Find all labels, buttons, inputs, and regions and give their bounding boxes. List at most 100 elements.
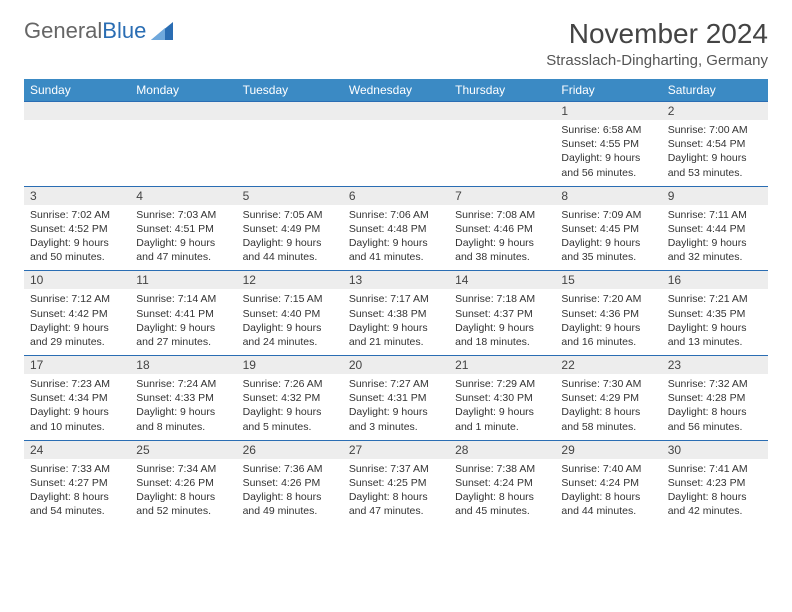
title-block: November 2024 Strasslach-Dingharting, Ge… (546, 18, 768, 69)
daylight-text: Daylight: 8 hours and 49 minutes. (243, 490, 337, 518)
sunrise-text: Sunrise: 7:37 AM (349, 462, 443, 476)
col-saturday: Saturday (662, 79, 768, 102)
sunset-text: Sunset: 4:45 PM (561, 222, 655, 236)
sunset-text: Sunset: 4:46 PM (455, 222, 549, 236)
day-number-cell: 17 (24, 356, 130, 375)
daynum-row: 10111213141516 (24, 271, 768, 290)
sunset-text: Sunset: 4:23 PM (668, 476, 762, 490)
sunset-text: Sunset: 4:40 PM (243, 307, 337, 321)
day-detail-cell: Sunrise: 7:15 AMSunset: 4:40 PMDaylight:… (237, 289, 343, 355)
sunrise-text: Sunrise: 7:11 AM (668, 208, 762, 222)
day-detail-cell: Sunrise: 6:58 AMSunset: 4:55 PMDaylight:… (555, 120, 661, 186)
sunrise-text: Sunrise: 7:02 AM (30, 208, 124, 222)
daylight-text: Daylight: 9 hours and 18 minutes. (455, 321, 549, 349)
day-number-cell: 15 (555, 271, 661, 290)
daylight-text: Daylight: 9 hours and 24 minutes. (243, 321, 337, 349)
sunrise-text: Sunrise: 6:58 AM (561, 123, 655, 137)
daylight-text: Daylight: 8 hours and 47 minutes. (349, 490, 443, 518)
day-detail-cell (24, 120, 130, 186)
daylight-text: Daylight: 9 hours and 32 minutes. (668, 236, 762, 264)
sunset-text: Sunset: 4:27 PM (30, 476, 124, 490)
day-number-cell: 26 (237, 440, 343, 459)
day-number-cell: 11 (130, 271, 236, 290)
logo-text: GeneralBlue (24, 18, 146, 44)
sunset-text: Sunset: 4:54 PM (668, 137, 762, 151)
day-number-cell: 6 (343, 186, 449, 205)
day-detail-cell: Sunrise: 7:21 AMSunset: 4:35 PMDaylight:… (662, 289, 768, 355)
col-monday: Monday (130, 79, 236, 102)
daylight-text: Daylight: 9 hours and 10 minutes. (30, 405, 124, 433)
day-number-cell: 18 (130, 356, 236, 375)
sunset-text: Sunset: 4:52 PM (30, 222, 124, 236)
day-number-cell: 9 (662, 186, 768, 205)
day-number-cell (237, 102, 343, 121)
sunset-text: Sunset: 4:34 PM (30, 391, 124, 405)
day-number-cell: 30 (662, 440, 768, 459)
sunset-text: Sunset: 4:32 PM (243, 391, 337, 405)
daylight-text: Daylight: 9 hours and 50 minutes. (30, 236, 124, 264)
day-detail-cell: Sunrise: 7:14 AMSunset: 4:41 PMDaylight:… (130, 289, 236, 355)
day-number-cell: 4 (130, 186, 236, 205)
day-detail-cell: Sunrise: 7:36 AMSunset: 4:26 PMDaylight:… (237, 459, 343, 525)
sunrise-text: Sunrise: 7:03 AM (136, 208, 230, 222)
daylight-text: Daylight: 9 hours and 53 minutes. (668, 151, 762, 179)
daylight-text: Daylight: 9 hours and 56 minutes. (561, 151, 655, 179)
daylight-text: Daylight: 9 hours and 47 minutes. (136, 236, 230, 264)
col-wednesday: Wednesday (343, 79, 449, 102)
sunrise-text: Sunrise: 7:17 AM (349, 292, 443, 306)
sunset-text: Sunset: 4:37 PM (455, 307, 549, 321)
day-detail-cell: Sunrise: 7:08 AMSunset: 4:46 PMDaylight:… (449, 205, 555, 271)
sunset-text: Sunset: 4:51 PM (136, 222, 230, 236)
daynum-row: 12 (24, 102, 768, 121)
detail-row: Sunrise: 7:33 AMSunset: 4:27 PMDaylight:… (24, 459, 768, 525)
day-detail-cell: Sunrise: 7:30 AMSunset: 4:29 PMDaylight:… (555, 374, 661, 440)
day-number-cell: 14 (449, 271, 555, 290)
daylight-text: Daylight: 9 hours and 21 minutes. (349, 321, 443, 349)
day-number-cell: 7 (449, 186, 555, 205)
sunrise-text: Sunrise: 7:08 AM (455, 208, 549, 222)
sunset-text: Sunset: 4:36 PM (561, 307, 655, 321)
daynum-row: 24252627282930 (24, 440, 768, 459)
day-detail-cell: Sunrise: 7:03 AMSunset: 4:51 PMDaylight:… (130, 205, 236, 271)
sunrise-text: Sunrise: 7:14 AM (136, 292, 230, 306)
sunrise-text: Sunrise: 7:24 AM (136, 377, 230, 391)
sunset-text: Sunset: 4:24 PM (455, 476, 549, 490)
sunset-text: Sunset: 4:35 PM (668, 307, 762, 321)
sunrise-text: Sunrise: 7:34 AM (136, 462, 230, 476)
day-detail-cell: Sunrise: 7:17 AMSunset: 4:38 PMDaylight:… (343, 289, 449, 355)
sunrise-text: Sunrise: 7:00 AM (668, 123, 762, 137)
day-number-cell: 22 (555, 356, 661, 375)
daylight-text: Daylight: 9 hours and 41 minutes. (349, 236, 443, 264)
day-detail-cell (343, 120, 449, 186)
daylight-text: Daylight: 9 hours and 27 minutes. (136, 321, 230, 349)
day-number-cell: 21 (449, 356, 555, 375)
day-detail-cell: Sunrise: 7:11 AMSunset: 4:44 PMDaylight:… (662, 205, 768, 271)
daylight-text: Daylight: 8 hours and 58 minutes. (561, 405, 655, 433)
sunset-text: Sunset: 4:25 PM (349, 476, 443, 490)
day-number-cell: 16 (662, 271, 768, 290)
daylight-text: Daylight: 9 hours and 29 minutes. (30, 321, 124, 349)
day-detail-cell (237, 120, 343, 186)
sunset-text: Sunset: 4:55 PM (561, 137, 655, 151)
day-detail-cell (449, 120, 555, 186)
daylight-text: Daylight: 8 hours and 44 minutes. (561, 490, 655, 518)
sunrise-text: Sunrise: 7:32 AM (668, 377, 762, 391)
sunrise-text: Sunrise: 7:09 AM (561, 208, 655, 222)
sunset-text: Sunset: 4:28 PM (668, 391, 762, 405)
sunrise-text: Sunrise: 7:18 AM (455, 292, 549, 306)
day-number-cell: 13 (343, 271, 449, 290)
day-number-cell: 2 (662, 102, 768, 121)
day-number-cell: 20 (343, 356, 449, 375)
sunset-text: Sunset: 4:49 PM (243, 222, 337, 236)
sunrise-text: Sunrise: 7:26 AM (243, 377, 337, 391)
day-number-cell (343, 102, 449, 121)
day-number-cell (449, 102, 555, 121)
daylight-text: Daylight: 9 hours and 35 minutes. (561, 236, 655, 264)
day-detail-cell: Sunrise: 7:29 AMSunset: 4:30 PMDaylight:… (449, 374, 555, 440)
day-detail-cell: Sunrise: 7:26 AMSunset: 4:32 PMDaylight:… (237, 374, 343, 440)
sunrise-text: Sunrise: 7:36 AM (243, 462, 337, 476)
sunrise-text: Sunrise: 7:27 AM (349, 377, 443, 391)
day-number-cell: 25 (130, 440, 236, 459)
sunset-text: Sunset: 4:26 PM (136, 476, 230, 490)
col-thursday: Thursday (449, 79, 555, 102)
